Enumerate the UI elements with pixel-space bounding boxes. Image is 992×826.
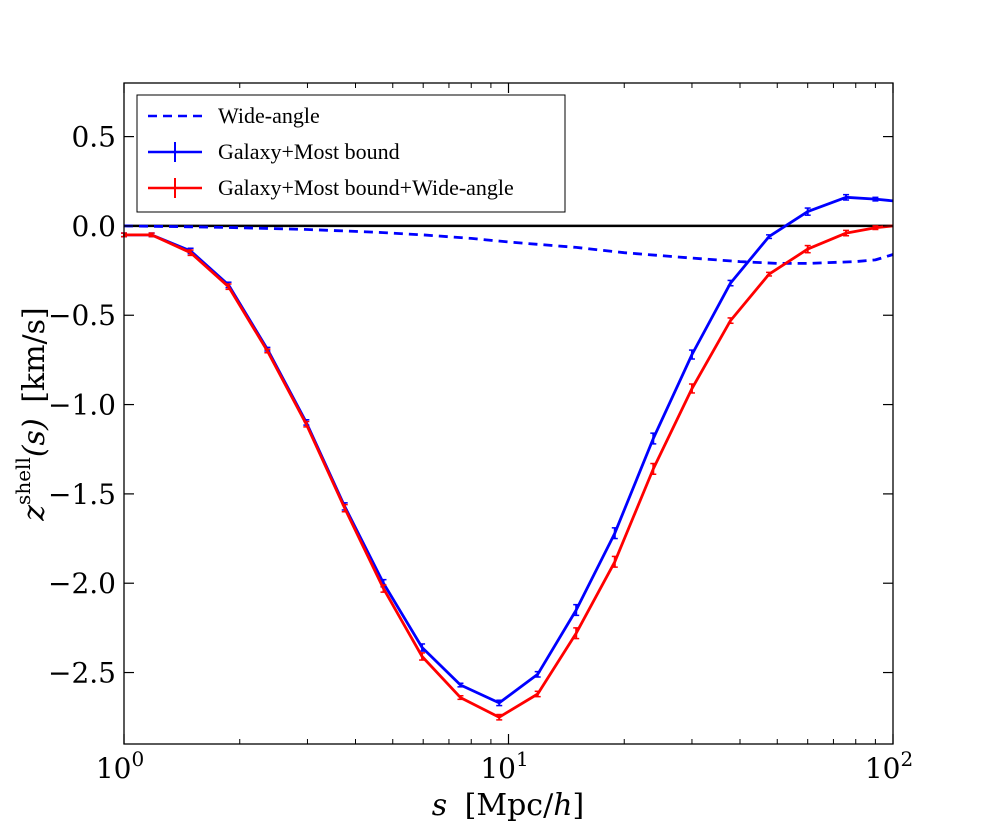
- legend-label-galaxy-most-bound: Galaxy+Most bound: [218, 139, 400, 164]
- series-wide-angle: [123, 224, 894, 265]
- plot-frame: [123, 82, 894, 745]
- y-axis-label: zshell(s) [km/s]: [11, 307, 52, 522]
- y-tick-label: −2.0: [48, 567, 116, 600]
- label-layer: 0.5 0.0 −0.5 −1.0 −1.5 −2.0 −2.5 100 101 102: [48, 121, 913, 785]
- y-tick-label: −1.5: [48, 478, 116, 511]
- series-galaxy-most-bound-wide-angle: [121, 224, 894, 721]
- y-axis-label-arg: (s): [17, 418, 52, 457]
- y-axis-label-units: [km/s]: [17, 307, 52, 403]
- y-tick-label: −2.5: [48, 657, 116, 690]
- y-tick-label: −0.5: [48, 299, 116, 332]
- x-axis-label: s [Mpc/h]: [432, 788, 585, 823]
- series-line-galaxy-most-bound-wide-angle: [124, 224, 894, 719]
- x-tick-label: 101: [480, 747, 528, 785]
- legend-box: [136, 94, 566, 213]
- x-tick-label: 100: [96, 747, 144, 785]
- legend: Wide-angle Galaxy+Most bound Galaxy+Most…: [136, 94, 566, 213]
- y-tick-label: 0.0: [71, 210, 116, 243]
- x-axis-label-var2: h: [553, 788, 572, 823]
- y-axis-label-sup: shell: [11, 457, 35, 505]
- legend-label-galaxy-most-bound-wide-angle: Galaxy+Most bound+Wide-angle: [218, 175, 514, 200]
- y-tick-label: 0.5: [71, 121, 116, 154]
- series-line-wide-angle: [123, 224, 894, 265]
- y-tick-label: −1.0: [48, 389, 116, 422]
- x-tick-label: 102: [865, 747, 913, 785]
- legend-label-wide-angle: Wide-angle: [218, 103, 320, 128]
- x-axis-label-close: ]: [573, 788, 585, 823]
- series-layer: [121, 193, 894, 721]
- y-axis-label-var: z: [17, 505, 52, 522]
- x-axis-label-var: s: [432, 788, 447, 823]
- x-axis-label-units: [Mpc/: [465, 788, 554, 823]
- tick-layer: [123, 83, 894, 744]
